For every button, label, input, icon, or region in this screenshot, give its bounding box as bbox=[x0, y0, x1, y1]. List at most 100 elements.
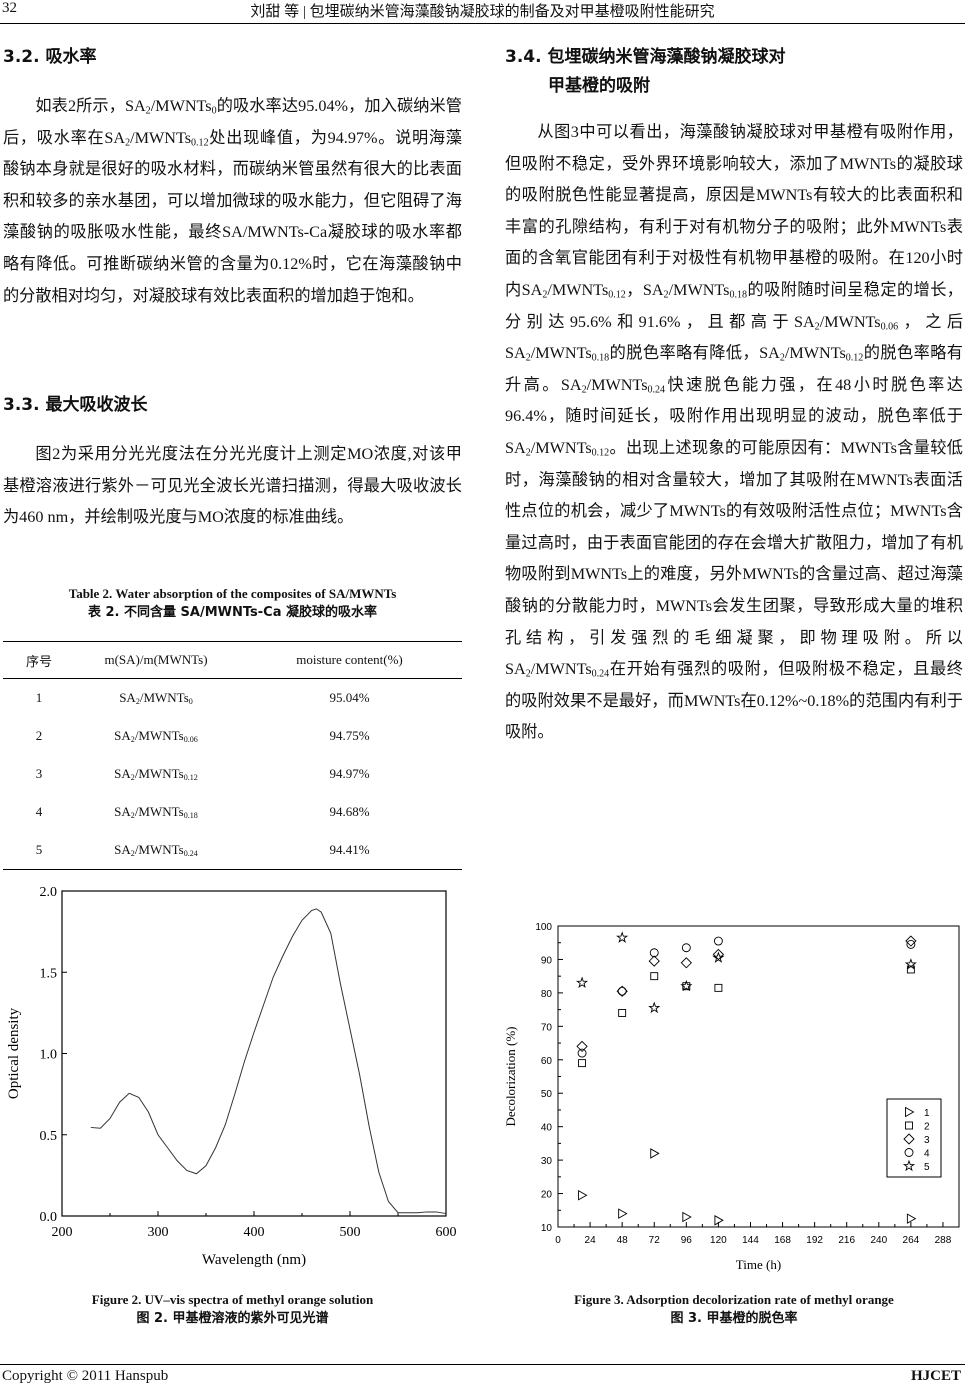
subscript: 2 bbox=[130, 849, 135, 858]
y-tick-label: 40 bbox=[541, 1123, 553, 1134]
figure-2-caption: Figure 2. UV–vis spectra of methyl orang… bbox=[3, 1290, 462, 1328]
cell-index: 3 bbox=[35, 766, 43, 781]
x-tick-label: 500 bbox=[340, 1225, 361, 1240]
series-5-point bbox=[904, 958, 917, 970]
series-4-point bbox=[577, 1048, 587, 1058]
cell-moisture: 94.75% bbox=[329, 728, 370, 743]
header-rule bbox=[0, 23, 965, 24]
series-3-point bbox=[576, 1040, 588, 1053]
y-tick-label: 100 bbox=[535, 922, 552, 933]
subscript: 2 bbox=[130, 735, 135, 744]
table-row: 4 SA2/MWNTs0.18 94.68% bbox=[3, 793, 462, 831]
x-tick-label: 168 bbox=[774, 1235, 791, 1246]
table-row: 3 SA2/MWNTs0.12 94.97% bbox=[3, 755, 462, 793]
y-tick-label: 90 bbox=[541, 955, 553, 966]
legend-marker-4 bbox=[904, 1148, 914, 1157]
y-axis-label: Optical density bbox=[6, 1007, 22, 1099]
section-3-4-paragraph: 从图3中可以看出，海藻酸钠凝胶球对甲基橙有吸附作用，但吸附不稳定，受外界环境影响… bbox=[505, 123, 964, 742]
x-tick-label: 288 bbox=[935, 1235, 952, 1246]
subscript: 0.12 bbox=[608, 289, 626, 301]
figure-3-caption: Figure 3. Adsorption decolorization rate… bbox=[505, 1290, 963, 1328]
series-2-point bbox=[682, 982, 691, 991]
subscript: 2 bbox=[145, 105, 151, 117]
cell-sample: SA2/MWNTs0.18 bbox=[114, 804, 198, 820]
series-4-point bbox=[617, 986, 627, 996]
series-3-point bbox=[616, 985, 628, 997]
y-tick-label: 70 bbox=[541, 1022, 553, 1033]
col-header-index: 序号 bbox=[3, 641, 75, 679]
section-3-3-heading: 3.3. 最大吸收波长 bbox=[3, 395, 148, 415]
y-tick-label: 2.0 bbox=[40, 885, 58, 900]
x-tick-label: 600 bbox=[436, 1225, 457, 1240]
series-1-point bbox=[682, 1211, 692, 1223]
subscript: 0.24 bbox=[591, 668, 610, 680]
x-tick-label: 96 bbox=[681, 1235, 693, 1246]
subscript: 2 bbox=[525, 447, 531, 459]
series-1-point bbox=[578, 1189, 588, 1201]
x-tick-label: 24 bbox=[585, 1235, 597, 1246]
section-3-4-heading-line1: 3.4. 包埋碳纳米管海藻酸钠凝胶球对 bbox=[505, 47, 786, 67]
table-row: 2 SA2/MWNTs0.06 94.75% bbox=[3, 717, 462, 755]
series-5-point bbox=[648, 1001, 661, 1014]
legend-label-2: 2 bbox=[924, 1122, 930, 1133]
series-5-point bbox=[616, 931, 629, 943]
y-tick-label: 60 bbox=[541, 1056, 553, 1067]
subscript: 0.12 bbox=[191, 137, 209, 149]
y-axis-label: Decolorization (%) bbox=[503, 1027, 518, 1127]
table-header-row: 序号 m(SA)/m(MWNTs) moisture content(%) bbox=[3, 641, 462, 679]
copyright: Copyright © 2011 Hanspub bbox=[2, 1368, 169, 1384]
running-title: 刘甜 等 | 包埋碳纳米管海藻酸钠凝胶球的制备及对甲基橙吸附性能研究 bbox=[250, 4, 715, 20]
cell-index: 4 bbox=[35, 804, 43, 819]
series-3-point bbox=[712, 948, 725, 961]
subscript: 0.24 bbox=[647, 384, 666, 396]
subscript: 2 bbox=[525, 668, 531, 680]
plot-frame bbox=[557, 925, 960, 1228]
cell-sample: SA2/MWNTs0.12 bbox=[114, 766, 198, 782]
cell-moisture: 94.41% bbox=[237, 831, 462, 870]
x-tick-label: 400 bbox=[244, 1225, 265, 1240]
series-2-point bbox=[618, 1009, 627, 1017]
cell-sample: SA2/MWNTs0 bbox=[119, 690, 193, 706]
y-tick-label: 1.5 bbox=[40, 966, 58, 981]
series-4-point bbox=[649, 948, 659, 958]
x-axis-label: Wavelength (nm) bbox=[202, 1252, 306, 1268]
series-3-point bbox=[680, 957, 692, 969]
y-tick-label: 10 bbox=[541, 1223, 553, 1234]
series-5-point bbox=[680, 979, 693, 992]
y-tick-label: 1.0 bbox=[40, 1048, 58, 1063]
series-3-point bbox=[905, 935, 917, 947]
x-tick-label: 216 bbox=[838, 1235, 855, 1246]
subscript: 2 bbox=[663, 289, 669, 301]
subscript: 0.06 bbox=[183, 735, 198, 744]
table-row: 5 SA2/MWNTs0.24 94.41% bbox=[3, 831, 462, 870]
x-tick-label: 264 bbox=[903, 1235, 920, 1246]
legend-label-3: 3 bbox=[924, 1135, 930, 1146]
section-3-2-paragraph: 如表2所示，SA2/MWNTs0的吸水率达95.04%，加入碳纳米管后，吸水率在… bbox=[3, 97, 462, 305]
table-caption-en: Table 2. Water absorption of the composi… bbox=[68, 586, 397, 601]
series-4-point bbox=[906, 939, 916, 949]
y-tick-label: 0.0 bbox=[40, 1210, 58, 1225]
x-tick-label: 300 bbox=[148, 1225, 169, 1240]
legend-marker-2 bbox=[905, 1121, 913, 1130]
section-3-4-heading: 3.4. 包埋碳纳米管海藻酸钠凝胶球对 甲基橙的吸附 bbox=[505, 43, 786, 101]
subscript: 2 bbox=[779, 352, 785, 364]
subscript: 0.12 bbox=[183, 773, 198, 782]
journal-abbrev: HJCET bbox=[910, 1368, 961, 1384]
spectrum-line bbox=[90, 908, 447, 1215]
figure-3-caption-en: Figure 3. Adsorption decolorization rate… bbox=[574, 1292, 894, 1307]
footer-rule bbox=[0, 1364, 965, 1365]
x-tick-label: 0 bbox=[555, 1235, 561, 1246]
cell-index: 2 bbox=[35, 728, 43, 743]
subscript: 2 bbox=[542, 289, 548, 301]
series-1-point bbox=[618, 1208, 628, 1219]
subscript: 0.06 bbox=[880, 321, 899, 333]
subscript: 2 bbox=[125, 137, 131, 149]
figure-3-decolorization-chart: 0 24 48 72 96 120 144 168 192 216 240 264 2881020304… bbox=[503, 922, 960, 1272]
x-tick-label: 72 bbox=[649, 1235, 661, 1246]
section-3-4-heading-line2: 甲基橙的吸附 bbox=[548, 76, 650, 96]
cell-sample: SA2/MWNTs0.24 bbox=[75, 831, 237, 870]
legend-marker-3 bbox=[903, 1133, 915, 1145]
series-2-point bbox=[714, 983, 723, 992]
x-tick-label: 120 bbox=[710, 1235, 727, 1246]
legend-box bbox=[886, 1098, 942, 1178]
